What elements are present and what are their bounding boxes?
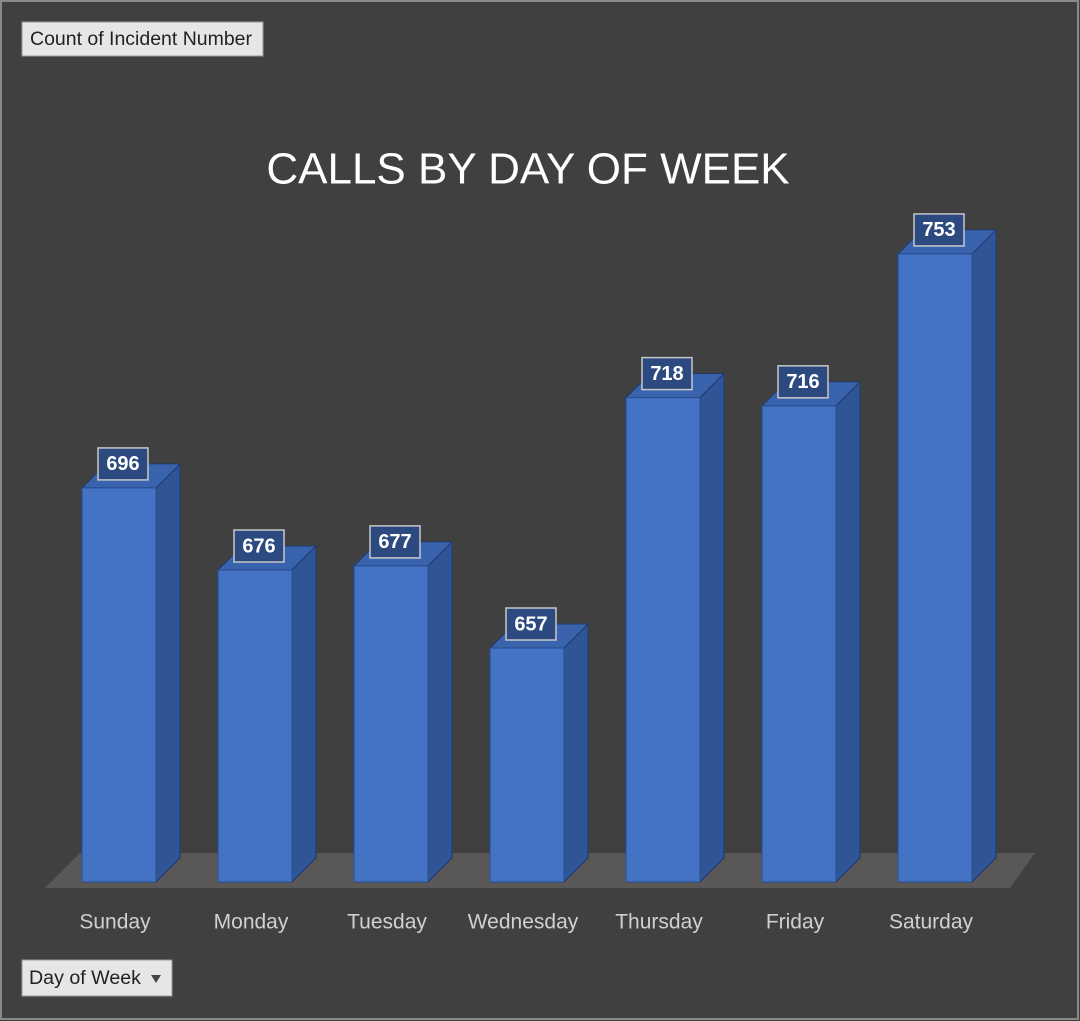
data-label: 676 (242, 535, 275, 557)
bar-side (699, 372, 725, 884)
bar-side (971, 228, 997, 884)
bar (761, 405, 837, 883)
data-label-box (233, 529, 285, 563)
x-tick-label: Friday (766, 911, 825, 934)
bar (217, 569, 293, 883)
x-tick-label: Thursday (615, 911, 703, 934)
x-tick-label: Sunday (79, 911, 151, 934)
x-tick-label: Saturday (889, 911, 974, 934)
data-label: 657 (514, 613, 547, 635)
data-label-box (505, 607, 557, 641)
data-label: 696 (106, 453, 139, 475)
data-label-box (97, 447, 149, 481)
data-label: 716 (786, 371, 819, 393)
chart-title: CALLS BY DAY OF WEEK (266, 145, 789, 194)
dropdown-arrow (151, 975, 161, 983)
category-field-button[interactable]: Day of Week (21, 959, 173, 997)
bar-side (427, 540, 453, 884)
button-box (21, 959, 173, 997)
bar (489, 647, 565, 883)
x-tick-label: Wednesday (468, 911, 579, 934)
data-label: 718 (650, 363, 683, 385)
data-label-box (913, 213, 965, 247)
bar-side (563, 622, 589, 884)
bar-side (155, 462, 181, 884)
data-label-box (641, 356, 693, 391)
bar (353, 565, 429, 883)
data-label: 677 (378, 531, 411, 553)
bar (625, 397, 701, 883)
bar-side (835, 380, 861, 884)
bar-side (291, 544, 317, 884)
data-label: 753 (922, 219, 955, 241)
bar (81, 487, 157, 883)
data-label-box (369, 525, 421, 559)
button-label: Day of Week (29, 968, 142, 989)
x-tick-label: Tuesday (347, 911, 427, 934)
button-label: Count of Incident Number (30, 29, 253, 50)
bar (897, 253, 973, 883)
data-label-box (777, 365, 829, 399)
value-field-button[interactable]: Count of Incident Number (21, 21, 264, 57)
button-box (21, 21, 264, 57)
x-tick-label: Monday (214, 911, 289, 934)
